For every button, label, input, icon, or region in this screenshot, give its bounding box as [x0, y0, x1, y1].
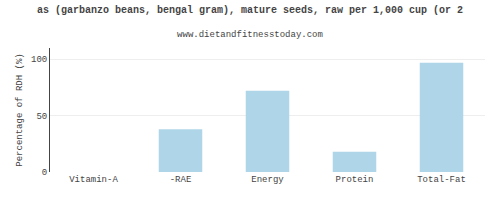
svg-text:-RAE: -RAE — [170, 175, 192, 185]
svg-text:Vitamin-A: Vitamin-A — [69, 175, 118, 185]
svg-text:Protein: Protein — [336, 175, 374, 185]
svg-text:100: 100 — [31, 55, 47, 65]
svg-text:Energy: Energy — [251, 175, 284, 185]
svg-text:0: 0 — [42, 168, 47, 178]
svg-text:Percentage of RDH (%): Percentage of RDH (%) — [15, 53, 25, 166]
svg-text:50: 50 — [36, 112, 47, 122]
svg-text:Total-Fat: Total-Fat — [417, 175, 466, 185]
svg-text:www.dietandfitnesstoday.com: www.dietandfitnesstoday.com — [177, 30, 323, 40]
svg-text:as (garbanzo beans, bengal gra: as (garbanzo beans, bengal gram), mature… — [37, 5, 463, 16]
